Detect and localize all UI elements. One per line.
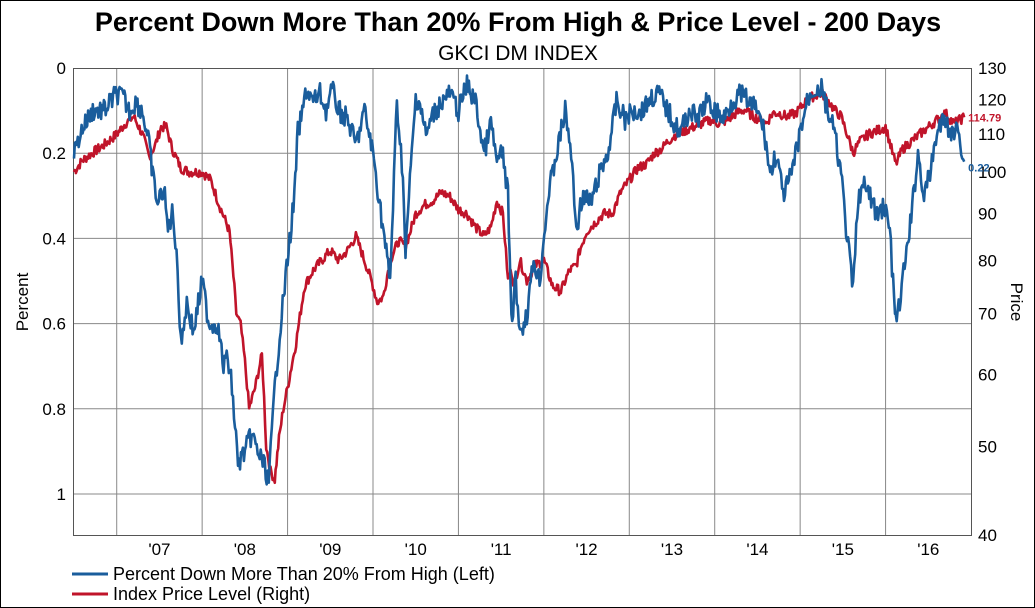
series-percent-line <box>72 74 966 486</box>
y-left-ticks: 0 0.2 0.4 0.6 0.8 1 <box>42 59 66 504</box>
y-left-tick: 0.6 <box>42 315 66 334</box>
x-ticks: '07 '08 '09 '10 '11 '12 '13 '14 '15 '16 <box>148 540 939 559</box>
y-right-tick: 60 <box>978 365 997 384</box>
price-end-label: 114.79 <box>968 112 1001 124</box>
y-right-label: Price <box>1007 283 1026 322</box>
y-left-tick: 0.8 <box>42 400 66 419</box>
x-tick: '10 <box>405 540 427 559</box>
chart-subtitle: GKCI DM INDEX <box>438 42 598 65</box>
y-right-tick: 50 <box>978 438 997 457</box>
y-left-tick: 0 <box>57 59 66 78</box>
x-tick: '14 <box>746 540 768 559</box>
series-price-line <box>72 88 966 485</box>
x-tick: '15 <box>832 540 854 559</box>
percent-end-label: 0.22 <box>968 163 989 175</box>
y-left-label: Percent <box>13 272 32 331</box>
chart-title: Percent Down More Than 20% From High & P… <box>95 7 941 37</box>
x-tick: '09 <box>319 540 341 559</box>
y-right-tick: 70 <box>978 304 997 323</box>
y-right-tick: 90 <box>978 205 997 224</box>
y-left-tick: 0.2 <box>42 144 66 163</box>
legend: Percent Down More Than 20% From High (Le… <box>72 564 495 604</box>
y-right-tick: 110 <box>978 125 1005 144</box>
x-tick: '11 <box>491 540 512 559</box>
y-right-tick: 80 <box>978 251 997 270</box>
x-tick: '16 <box>917 540 939 559</box>
y-right-tick: 100 <box>978 163 1006 182</box>
y-right-tick: 130 <box>978 59 1006 78</box>
y-left-tick: 0.4 <box>42 229 66 248</box>
x-tick: '12 <box>575 540 597 559</box>
plot-area <box>73 68 972 536</box>
x-tick: '07 <box>148 540 170 559</box>
y-right-ticks: 130 120 110 100 90 80 70 60 50 40 <box>978 59 1006 545</box>
y-right-tick: 40 <box>978 526 997 545</box>
x-tick: '08 <box>234 540 256 559</box>
y-right-tick: 120 <box>978 91 1006 110</box>
x-tick: '13 <box>661 540 683 559</box>
y-left-tick: 1 <box>57 485 66 504</box>
legend-label-price: Index Price Level (Right) <box>113 584 310 604</box>
legend-label-percent: Percent Down More Than 20% From High (Le… <box>113 564 495 584</box>
